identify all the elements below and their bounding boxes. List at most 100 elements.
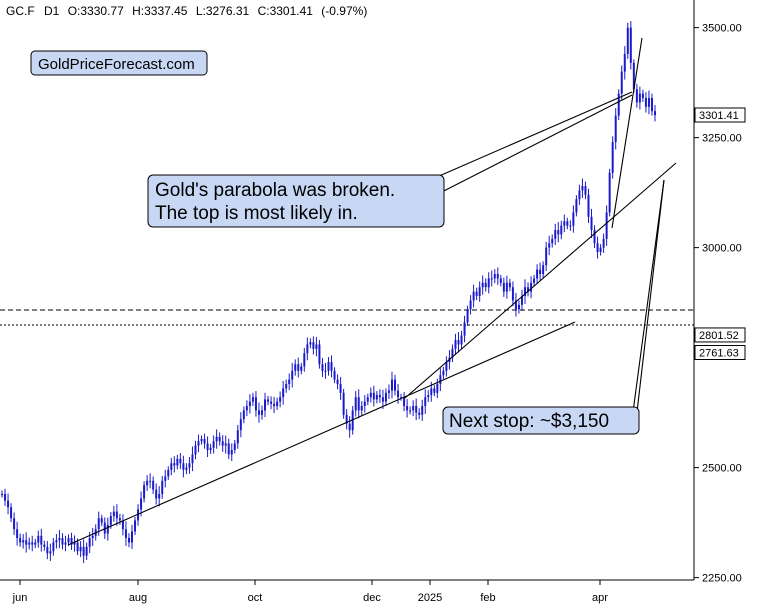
candle-body xyxy=(312,342,315,349)
timeframe-label: D1 xyxy=(44,4,60,18)
candle-body xyxy=(394,379,397,391)
price-labels: 3301.41 2801.52 2761.63 xyxy=(694,107,746,361)
candle-body xyxy=(372,392,375,400)
candle-body xyxy=(303,353,306,367)
candle-body xyxy=(584,186,587,195)
candle-body xyxy=(490,278,493,280)
svg-text:GC.F D1 O:3330.77: GC.F D1 O:3330.77 H:3337.45 L:3276.31 C:… xyxy=(6,4,367,18)
candle-body xyxy=(260,410,263,415)
brand-badge: GoldPriceForecast.com xyxy=(30,50,208,76)
y-tick-label: 3000.00 xyxy=(702,243,742,255)
x-axis-ticks: jun aug oct dec 2025 feb apr xyxy=(12,580,608,604)
candle-body xyxy=(527,287,530,292)
candle-body xyxy=(536,269,539,279)
candle-body xyxy=(233,443,236,451)
candle-body xyxy=(100,518,103,523)
high-value: H:3337.45 xyxy=(132,4,188,18)
candle-body xyxy=(578,190,581,200)
candle-body xyxy=(421,406,424,415)
candle-body xyxy=(397,390,400,398)
candle-body xyxy=(34,542,37,545)
candle-body xyxy=(118,518,121,521)
candle-body xyxy=(572,212,575,226)
price-label-text: 2801.52 xyxy=(699,330,739,342)
candle-body xyxy=(499,278,502,283)
price-label-box xyxy=(694,107,746,123)
candle-body xyxy=(267,399,270,402)
candle-body xyxy=(152,480,155,490)
candle-body xyxy=(22,540,25,543)
parabola-annotation-line-1: Gold's parabola was broken. xyxy=(155,180,395,201)
x-tick-label: jun xyxy=(12,592,28,604)
pointer-line-3 xyxy=(632,179,665,413)
candle-body xyxy=(599,247,602,253)
candle-body xyxy=(79,546,82,552)
y-tick-label: 2500.00 xyxy=(702,463,742,475)
candle-body xyxy=(514,300,517,310)
candle-body xyxy=(566,221,569,226)
candle-series xyxy=(1,21,656,564)
candle-body xyxy=(203,439,206,444)
candle-body xyxy=(424,397,427,407)
price-label-box xyxy=(694,327,746,343)
candle-body xyxy=(360,406,363,411)
candle-body xyxy=(415,406,418,413)
candle-body xyxy=(309,342,312,345)
candle-body xyxy=(517,304,520,310)
parabola-annotation: Gold's parabola was broken. The top is m… xyxy=(147,174,445,228)
candle-body xyxy=(127,538,130,543)
candle-body xyxy=(121,520,124,530)
candle-body xyxy=(481,282,484,288)
low-value: L:3276.31 xyxy=(196,4,250,18)
candle-body xyxy=(339,384,342,393)
candle-body xyxy=(390,379,393,391)
candle-body xyxy=(82,546,85,556)
candle-body xyxy=(61,538,64,545)
x-tick-label: aug xyxy=(129,592,147,604)
candle-body xyxy=(611,142,614,173)
candle-body xyxy=(418,412,421,415)
candle-body xyxy=(650,98,653,112)
candle-body xyxy=(384,392,387,402)
candle-body xyxy=(7,500,10,508)
candle-body xyxy=(306,344,309,354)
candle-body xyxy=(454,340,457,349)
candle-body xyxy=(557,230,560,235)
candle-body xyxy=(221,441,224,446)
x-tick-label: feb xyxy=(480,592,495,604)
candle-body xyxy=(149,480,152,482)
candle-body xyxy=(191,454,194,464)
pointer-line-1 xyxy=(429,91,633,181)
candle-body xyxy=(55,540,58,543)
candle-body xyxy=(251,397,254,402)
x-tick-label: apr xyxy=(592,592,608,604)
candle-body xyxy=(58,538,61,541)
candle-body xyxy=(632,62,635,90)
candle-body xyxy=(182,463,185,470)
candle-body xyxy=(605,212,608,239)
candle-body xyxy=(542,265,545,275)
candle-body xyxy=(227,443,230,455)
candle-body xyxy=(218,436,221,442)
candle-body xyxy=(502,282,505,292)
candle-body xyxy=(19,538,22,543)
candle-body xyxy=(315,344,318,349)
candle-body xyxy=(254,397,257,411)
candle-body xyxy=(581,186,584,191)
candle-body xyxy=(264,399,267,411)
candle-body xyxy=(112,511,115,517)
candle-body xyxy=(179,458,182,464)
candle-body xyxy=(375,395,378,400)
candle-body xyxy=(155,489,158,499)
candle-body xyxy=(520,296,523,305)
long-support-line xyxy=(67,321,576,546)
y-axis-ticks: 2250.00 2500.00 3000.00 3250.00 3500.00 xyxy=(694,23,742,585)
candle-body xyxy=(324,370,327,372)
candle-body xyxy=(484,282,487,288)
candle-body xyxy=(387,390,390,393)
candle-body xyxy=(239,419,242,431)
candle-body xyxy=(273,403,276,407)
candle-body xyxy=(442,370,445,376)
candle-body xyxy=(644,98,647,107)
candle-body xyxy=(270,401,273,404)
